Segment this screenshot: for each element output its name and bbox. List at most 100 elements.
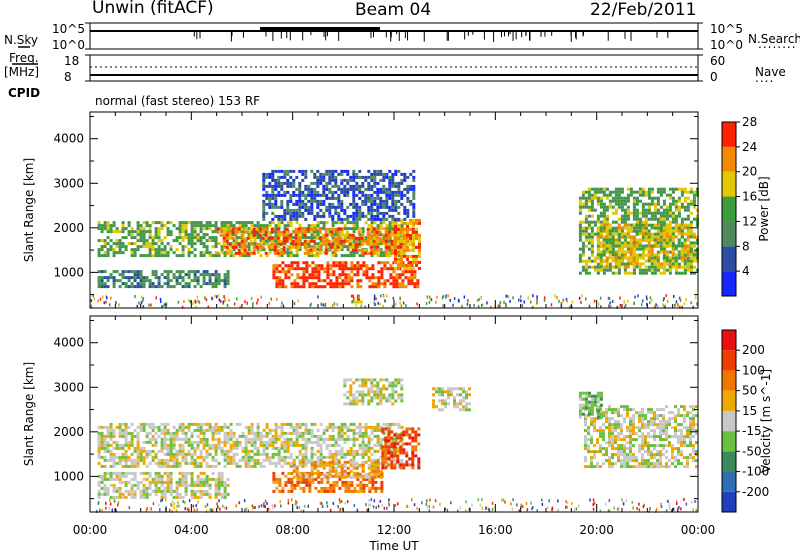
data-cell xyxy=(100,279,104,283)
data-cell xyxy=(352,440,356,444)
data-cell xyxy=(386,261,390,265)
data-cell xyxy=(142,282,146,286)
data-cell xyxy=(283,446,287,450)
data-cell xyxy=(647,253,651,257)
data-cell xyxy=(166,254,170,258)
ground-cell xyxy=(115,301,117,305)
data-cell xyxy=(343,178,347,182)
data-cell xyxy=(683,196,687,200)
data-cell xyxy=(650,247,654,251)
data-cell xyxy=(163,471,167,475)
data-cell xyxy=(97,480,101,484)
data-cell xyxy=(286,446,290,450)
data-cell xyxy=(302,267,306,271)
data-cell xyxy=(617,199,621,203)
data-cell xyxy=(193,495,197,499)
data-cell xyxy=(322,211,326,215)
data-cell xyxy=(247,464,251,468)
ground-cell xyxy=(457,298,460,302)
data-cell xyxy=(388,239,392,243)
data-cell xyxy=(343,254,347,258)
data-cell xyxy=(277,181,281,185)
data-cell xyxy=(400,193,404,197)
data-cell xyxy=(275,270,279,274)
data-cell xyxy=(187,242,191,246)
data-cell xyxy=(145,276,149,280)
data-cell xyxy=(692,196,696,200)
data-cell xyxy=(608,223,612,227)
data-cell xyxy=(307,184,311,188)
data-cell xyxy=(391,214,395,218)
data-cell xyxy=(584,262,588,266)
ground-cell xyxy=(134,295,136,298)
data-cell xyxy=(199,425,203,429)
data-cell xyxy=(638,211,642,215)
data-cell xyxy=(409,199,413,203)
data-cell xyxy=(256,425,260,429)
colorbar-tick-label: 28 xyxy=(742,115,757,129)
data-cell xyxy=(587,196,591,200)
data-cell xyxy=(109,477,113,481)
data-cell xyxy=(677,262,681,266)
data-cell xyxy=(325,184,329,188)
data-cell xyxy=(118,422,122,426)
data-cell xyxy=(596,271,600,275)
data-cell xyxy=(307,187,311,191)
data-cell xyxy=(172,495,176,499)
data-cell xyxy=(262,458,266,462)
data-cell xyxy=(190,495,194,499)
data-cell xyxy=(331,434,335,438)
data-cell xyxy=(268,437,272,441)
ground-cell xyxy=(198,300,201,304)
data-cell xyxy=(401,273,405,277)
data-cell xyxy=(124,452,128,456)
data-cell xyxy=(587,220,591,224)
data-cell xyxy=(393,233,397,237)
data-cell xyxy=(309,251,313,255)
data-cell xyxy=(229,245,233,249)
data-cell xyxy=(148,452,152,456)
data-cell xyxy=(290,267,294,271)
data-cell xyxy=(384,236,388,240)
data-cell xyxy=(632,229,636,233)
data-cell xyxy=(333,227,337,231)
data-cell xyxy=(278,276,282,280)
data-cell xyxy=(169,486,173,490)
data-cell xyxy=(375,245,379,249)
data-cell xyxy=(316,224,320,228)
data-cell xyxy=(130,422,134,426)
data-cell xyxy=(298,205,302,209)
data-cell xyxy=(139,239,143,243)
data-cell xyxy=(632,256,636,260)
data-cell xyxy=(346,449,350,453)
data-cell xyxy=(686,229,690,233)
ground-cell xyxy=(375,297,377,301)
data-cell xyxy=(157,251,161,255)
data-cell xyxy=(277,425,281,429)
data-cell xyxy=(326,486,330,490)
data-cell xyxy=(587,241,591,245)
data-cell xyxy=(328,422,332,426)
data-cell xyxy=(127,489,131,493)
ground-cell xyxy=(105,300,107,304)
ground-cell xyxy=(580,300,582,304)
data-cell xyxy=(376,205,380,209)
nave-label: Nave xyxy=(755,65,786,79)
data-cell xyxy=(259,236,263,240)
ground-cell xyxy=(160,299,162,303)
data-cell xyxy=(124,422,128,426)
data-cell xyxy=(226,273,230,277)
data-cell xyxy=(352,205,356,209)
data-cell xyxy=(379,211,383,215)
data-cell xyxy=(614,193,618,197)
data-cell xyxy=(112,248,116,252)
data-cell xyxy=(656,190,660,194)
data-cell xyxy=(367,434,371,438)
data-cell xyxy=(319,242,323,246)
data-cell xyxy=(232,452,236,456)
data-cell xyxy=(313,172,317,176)
data-cell xyxy=(370,446,374,450)
data-cell xyxy=(644,265,648,269)
data-cell xyxy=(240,236,244,240)
ground-cell xyxy=(391,304,394,308)
